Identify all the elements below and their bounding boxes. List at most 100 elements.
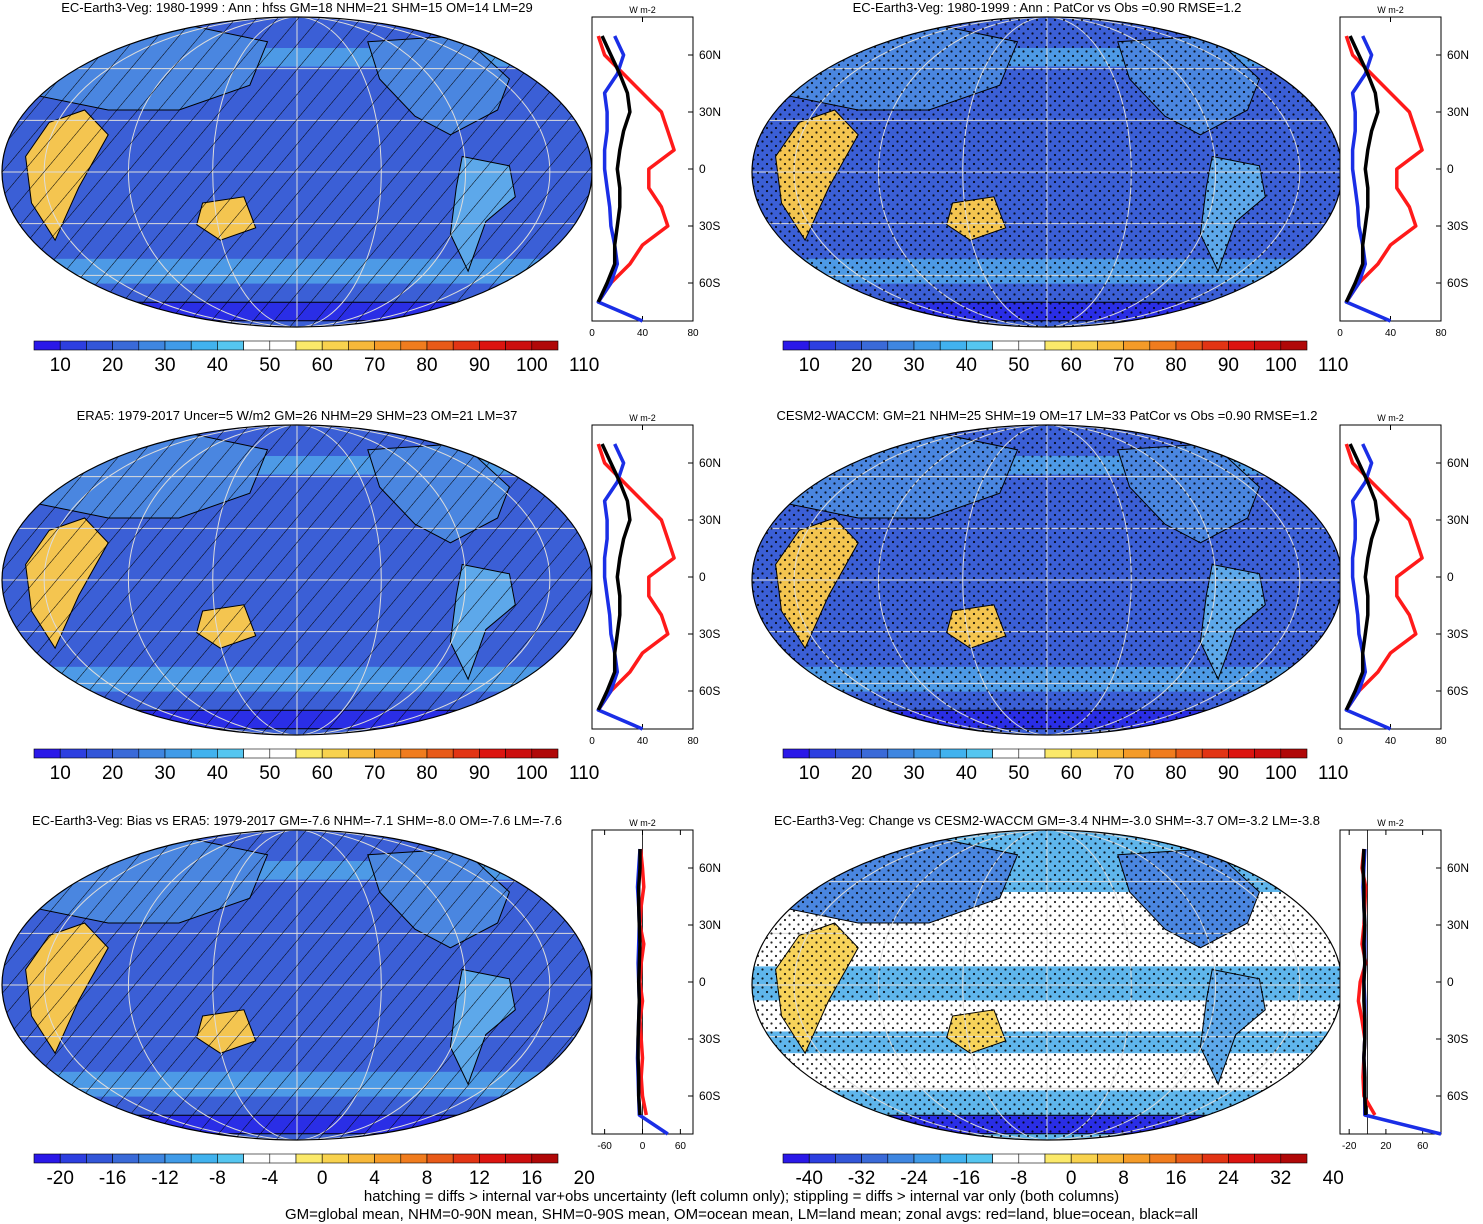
colorbar-label: 60 <box>1061 355 1082 376</box>
colorbar-label: 100 <box>516 763 548 784</box>
colorbar-label: 100 <box>516 355 548 376</box>
colorbar-swatch <box>86 1153 113 1164</box>
profile-x-label: 60 <box>675 1141 687 1152</box>
colorbar-label: -16 <box>99 1168 126 1189</box>
colorbar-swatch <box>190 748 218 759</box>
panel-4: CESM2-WACCM: GM=21 NHM=25 SHM=19 OM=17 L… <box>751 408 1469 784</box>
profile-y-label: 30S <box>699 219 720 233</box>
panel-title: ERA5: 1979-2017 Uncer=5 W/m2 GM=26 NHM=2… <box>77 408 518 423</box>
colorbar-swatch <box>966 340 993 351</box>
colorbar: -40 -32 -24 -16 -8 0 8 16 24 32 40 <box>782 1153 1344 1189</box>
profile-x-label: 20 <box>1380 1141 1392 1152</box>
map-field <box>752 830 1342 1140</box>
colorbar-label: 110 <box>1318 355 1348 376</box>
colorbar-label: 60 <box>312 355 333 376</box>
colorbar-label: 20 <box>102 355 123 376</box>
colorbar-swatch <box>138 1153 166 1164</box>
colorbar-swatch <box>1254 1153 1282 1164</box>
colorbar-swatch <box>452 340 480 351</box>
map-field <box>2 17 592 327</box>
profile-frame <box>1339 16 1442 322</box>
colorbar-label: 100 <box>1265 763 1297 784</box>
colorbar-swatch <box>426 748 454 759</box>
colorbar-swatch <box>531 748 559 759</box>
map-field <box>2 830 592 1140</box>
colorbar-swatch <box>505 1153 533 1164</box>
colorbar-swatch <box>1175 340 1203 351</box>
profile-y-label: 0 <box>1447 570 1454 584</box>
colorbar-swatch <box>887 340 915 351</box>
colorbar-swatch <box>59 340 87 351</box>
colorbar-swatch <box>217 1153 244 1164</box>
colorbar-swatch <box>531 1153 559 1164</box>
colorbar-swatch <box>782 340 810 351</box>
colorbar-label: 30 <box>154 763 175 784</box>
colorbar-swatch <box>164 748 192 759</box>
colorbar-label: -16 <box>953 1168 980 1189</box>
colorbar-label: 30 <box>154 355 175 376</box>
panel-title: CESM2-WACCM: GM=21 NHM=25 SHM=19 OM=17 L… <box>776 408 1317 423</box>
all-curve <box>1344 443 1380 711</box>
colorbar-label: -32 <box>848 1168 875 1189</box>
colorbar-label: 70 <box>1113 763 1134 784</box>
colorbar-swatch <box>321 340 349 351</box>
colorbar-label: 0 <box>317 1168 328 1189</box>
land-curve <box>596 35 676 303</box>
colorbar-swatch <box>913 340 941 351</box>
colorbar-label: 70 <box>364 763 385 784</box>
panel-5: EC-Earth3-Veg: Bias vs ERA5: 1979-2017 G… <box>1 813 721 1189</box>
colorbar-label: 80 <box>416 763 437 784</box>
colorbar-swatch <box>295 340 323 351</box>
all-curve <box>636 849 642 1116</box>
colorbar-swatch <box>992 340 1020 351</box>
colorbar-swatch <box>269 748 297 759</box>
colorbar-label: 4 <box>369 1168 380 1189</box>
colorbar-swatch <box>1123 1153 1151 1164</box>
colorbar-swatch <box>531 340 559 351</box>
colorbar-label: -20 <box>46 1168 73 1189</box>
panel-title: EC-Earth3-Veg: 1980-1999 : Ann : hfss GM… <box>61 0 533 15</box>
colorbar-label: 110 <box>569 763 599 784</box>
colorbar-label: 50 <box>1008 763 1029 784</box>
profile-y-label: 60N <box>699 861 721 875</box>
colorbar-swatch <box>1175 748 1203 759</box>
zonal-profile: W m-2 0 40 80 60N 30N 0 30S 60S <box>589 5 721 339</box>
colorbar-swatch <box>992 748 1020 759</box>
profile-y-label: 30N <box>1447 513 1469 527</box>
colorbar-swatch <box>913 1153 941 1164</box>
colorbar-swatch <box>400 1153 428 1164</box>
colorbar-label: 110 <box>1318 763 1348 784</box>
colorbar-swatch <box>164 1153 192 1164</box>
profile-unit: W m-2 <box>1377 5 1404 15</box>
colorbar-label: 24 <box>1218 1168 1240 1189</box>
colorbar-label: 16 <box>1165 1168 1186 1189</box>
profile-x-label: 40 <box>1385 328 1397 339</box>
zonal-profile: W m-2 0 40 80 60N 30N 0 30S 60S <box>589 413 721 747</box>
colorbar-label: 20 <box>574 1168 595 1189</box>
colorbar-swatch <box>33 1153 61 1164</box>
colorbar-swatch <box>400 748 428 759</box>
colorbar-swatch <box>138 748 166 759</box>
colorbar-swatch <box>295 748 323 759</box>
colorbar-swatch <box>1018 340 1046 351</box>
colorbar-swatch <box>269 340 297 351</box>
profile-y-label: 60N <box>1447 861 1469 875</box>
colorbar-swatch <box>86 748 113 759</box>
colorbar-swatch <box>887 748 915 759</box>
colorbar-label: -8 <box>1010 1168 1027 1189</box>
profile-x-label: 0 <box>589 328 595 339</box>
colorbar-label: 40 <box>207 355 228 376</box>
colorbar-swatch <box>1201 340 1229 351</box>
footnote-hatching: hatching = diffs > internal var+obs unce… <box>363 1188 1120 1205</box>
colorbar-swatch <box>1254 340 1282 351</box>
all-curve <box>1344 35 1380 303</box>
colorbar-swatch <box>808 748 836 759</box>
colorbar-label: 40 <box>956 355 977 376</box>
profile-y-label: 30N <box>699 513 721 527</box>
map-field <box>2 425 592 735</box>
colorbar-swatch <box>1044 340 1072 351</box>
colorbar-label: -12 <box>151 1168 178 1189</box>
profile-unit: W m-2 <box>629 413 656 423</box>
colorbar-swatch <box>33 340 61 351</box>
